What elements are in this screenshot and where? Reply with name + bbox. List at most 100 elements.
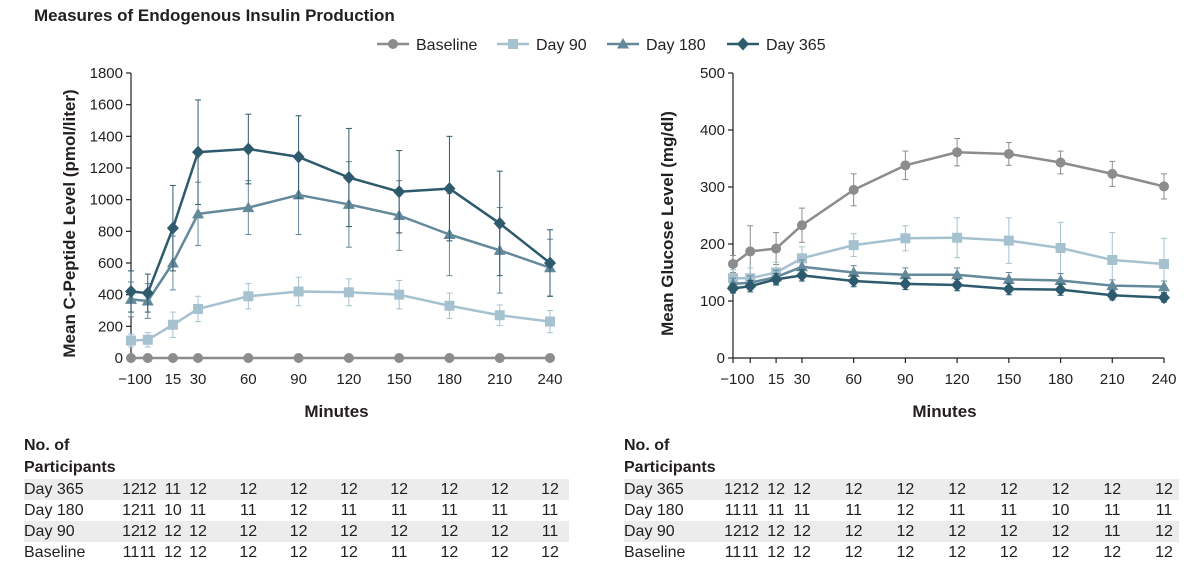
data-point [193, 303, 204, 314]
table-cell: 12 [122, 523, 140, 540]
table-row: Day 90 12 12 12 12 12 12 12 12 12 11 12 [624, 521, 1179, 542]
data-point [728, 258, 738, 269]
figure-title: Measures of Endogenous Insulin Productio… [34, 6, 395, 25]
data-point [544, 256, 556, 270]
x-axis-title: Minutes [912, 402, 976, 421]
table-cell: 11 [541, 502, 559, 519]
y-tick-label: 1200 [90, 160, 123, 177]
table-title: Participants [24, 459, 116, 476]
x-tick-label: 0 [144, 371, 152, 388]
participants-table-cpeptide: No. of Participants Day 365 12 12 11 12 12 12 12 1… [24, 435, 569, 563]
table-cell: 12 [999, 523, 1018, 540]
data-point [342, 171, 355, 184]
y-tick-label: 600 [98, 255, 123, 272]
data-point [770, 272, 783, 286]
table-cell: 12 [896, 523, 915, 540]
table-cell: 11 [724, 544, 742, 561]
data-point [243, 291, 254, 302]
y-tick-label: 300 [700, 179, 725, 196]
data-point [952, 232, 963, 243]
x-tick-label: 180 [437, 371, 462, 388]
data-point [847, 274, 860, 288]
table-cell: 12 [289, 544, 308, 561]
data-point [192, 145, 205, 159]
table-cell: 12 [1051, 481, 1070, 498]
data-point [343, 353, 354, 363]
table-cell: 12 [440, 523, 459, 540]
x-tick-label: 120 [336, 371, 361, 388]
series-line-day-90 [130, 290, 551, 342]
table-cell: 12 [1103, 481, 1122, 498]
data-point [493, 216, 506, 230]
x-tick-label: −10 [118, 371, 143, 388]
table-row: Day 90 12 12 12 12 12 12 12 12 12 12 11 [24, 521, 569, 542]
table-cell: 12 [541, 544, 559, 561]
legend-item-day-365: Day 365 [727, 37, 826, 54]
data-point [444, 300, 455, 311]
table-cell: 11 [189, 502, 207, 519]
data-point [1054, 283, 1067, 297]
data-point [141, 286, 154, 300]
x-axis-title: Minutes [304, 402, 368, 421]
table-row-label: Day 180 [24, 502, 84, 519]
table-cell: 12 [339, 481, 358, 498]
table-cell: 12 [163, 544, 182, 561]
table-cell: 12 [1051, 544, 1070, 561]
data-point [951, 268, 964, 280]
y-axis-title: Mean C-Peptide Level (pmol/liter) [60, 89, 79, 357]
table-cell: 12 [948, 544, 966, 561]
data-point [192, 207, 205, 219]
data-point [394, 353, 405, 363]
legend-label-day-365: Day 365 [766, 37, 826, 54]
y-tick-label: 1400 [90, 128, 123, 145]
table-cell: 10 [1051, 502, 1070, 519]
table-cell: 12 [741, 481, 760, 498]
table-cell: 12 [793, 481, 811, 498]
x-tick-label: 210 [487, 371, 512, 388]
table-cell: 12 [999, 544, 1018, 561]
series-day-90 [126, 276, 555, 348]
x-tick-label: 180 [1048, 371, 1073, 388]
y-tick-label: 1600 [90, 97, 123, 114]
table-row-label: Day 90 [24, 523, 75, 540]
legend-marker-day-365 [737, 37, 749, 51]
data-point [952, 147, 963, 158]
data-point [1106, 288, 1119, 302]
data-point [1003, 235, 1014, 246]
table-cell: 12 [844, 523, 863, 540]
table-cell: 11 [441, 502, 458, 519]
table-cell: 11 [390, 502, 408, 519]
y-tick-label: 800 [98, 223, 123, 240]
data-point [1107, 254, 1118, 265]
chart-figure: Baseline Day 90 Day 180 Day 365020040060080… [60, 37, 1177, 421]
table-row-label: Day 365 [624, 481, 684, 498]
table-cell: 12 [1103, 544, 1122, 561]
y-tick-label: 200 [98, 318, 123, 335]
data-point [193, 353, 204, 363]
table-cell: 12 [239, 523, 258, 540]
x-tick-label: 30 [794, 371, 811, 388]
table-cell: 12 [490, 544, 509, 561]
table-cell: 12 [541, 481, 559, 498]
y-tick-label: 1000 [90, 192, 123, 209]
legend-label-baseline: Baseline [416, 37, 477, 54]
data-point [848, 240, 859, 251]
data-point [545, 316, 555, 327]
participants-table-glucose: No. of Participants Day 365 12 12 12 12 12 12 12 1… [624, 435, 1179, 563]
table-cell: 11 [724, 502, 742, 519]
y-tick-label: 200 [700, 236, 725, 253]
x-tick-label: −10 [720, 371, 745, 388]
x-tick-label: 15 [768, 371, 785, 388]
data-point [796, 253, 807, 264]
table-title: No. of [624, 437, 670, 454]
table-cell: 12 [793, 544, 811, 561]
series-day-365 [727, 268, 1170, 305]
data-point [745, 246, 756, 257]
data-point [142, 353, 153, 363]
data-point [494, 310, 505, 321]
table-cell: 11 [122, 544, 140, 561]
table-cell: 12 [724, 523, 742, 540]
x-tick-label: 60 [845, 371, 862, 388]
table-cell: 12 [767, 481, 785, 498]
